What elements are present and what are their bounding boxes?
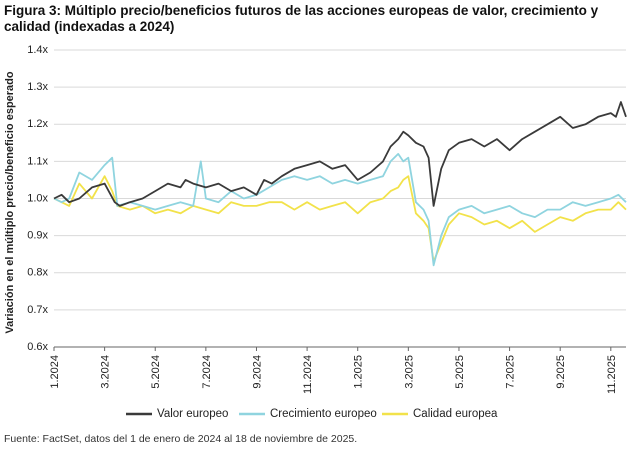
series-line bbox=[53, 175, 627, 263]
y-tick-label: 1.3x bbox=[27, 81, 48, 93]
x-axis-ticks: 1.2024 3.2024 5.2024 7.2024 9.2024 11.2024 1.2… bbox=[49, 347, 618, 394]
y-tick-label: 0.9x bbox=[27, 230, 48, 242]
y-tick-label: 0.7x bbox=[27, 304, 48, 316]
legend: Valor europeo Crecimiento europeo Calidad … bbox=[126, 408, 498, 420]
legend-label: Crecimiento europeo bbox=[270, 408, 377, 420]
y-axis-label: Variación en el múltiplo precio/benefici… bbox=[4, 71, 16, 334]
source-note: Fuente: FactSet, datos del 1 de enero de… bbox=[4, 433, 358, 445]
x-tick-label: 7.2025 bbox=[505, 355, 517, 389]
y-tick-label: 1.0x bbox=[27, 192, 48, 204]
x-tick-label: 5.2025 bbox=[454, 355, 466, 389]
x-tick-label: 5.2024 bbox=[150, 355, 162, 389]
x-tick-label: 1.2024 bbox=[49, 355, 61, 389]
legend-label: Calidad europea bbox=[413, 408, 498, 420]
grid-lines bbox=[54, 49, 626, 348]
x-tick-label: 1.2025 bbox=[353, 355, 365, 389]
series-line bbox=[53, 152, 627, 267]
y-tick-label: 1.2x bbox=[27, 118, 48, 130]
x-tick-label: 9.2025 bbox=[555, 355, 567, 389]
series-lines bbox=[53, 101, 627, 267]
x-tick-label: 3.2024 bbox=[100, 355, 112, 389]
chart-title: Figura 3: Múltiplo precio/beneficios fut… bbox=[4, 3, 599, 34]
legend-label: Valor europeo bbox=[157, 408, 228, 420]
y-tick-label: 0.6x bbox=[27, 341, 48, 353]
y-tick-label: 1.1x bbox=[27, 155, 48, 167]
series-line bbox=[53, 101, 627, 207]
y-tick-label: 0.8x bbox=[27, 267, 48, 279]
y-tick-label: 1.4x bbox=[27, 44, 48, 56]
x-tick-label: 3.2025 bbox=[403, 355, 415, 389]
y-axis-ticks: 0.6x 0.7x 0.8x 0.9x 1.0x 1.1x 1.2x 1.3x 1.4x bbox=[27, 44, 48, 353]
x-tick-label: 7.2024 bbox=[201, 355, 213, 389]
x-tick-label: 11.2025 bbox=[606, 355, 618, 394]
x-tick-label: 9.2024 bbox=[251, 355, 263, 389]
x-tick-label: 11.2024 bbox=[302, 355, 314, 394]
